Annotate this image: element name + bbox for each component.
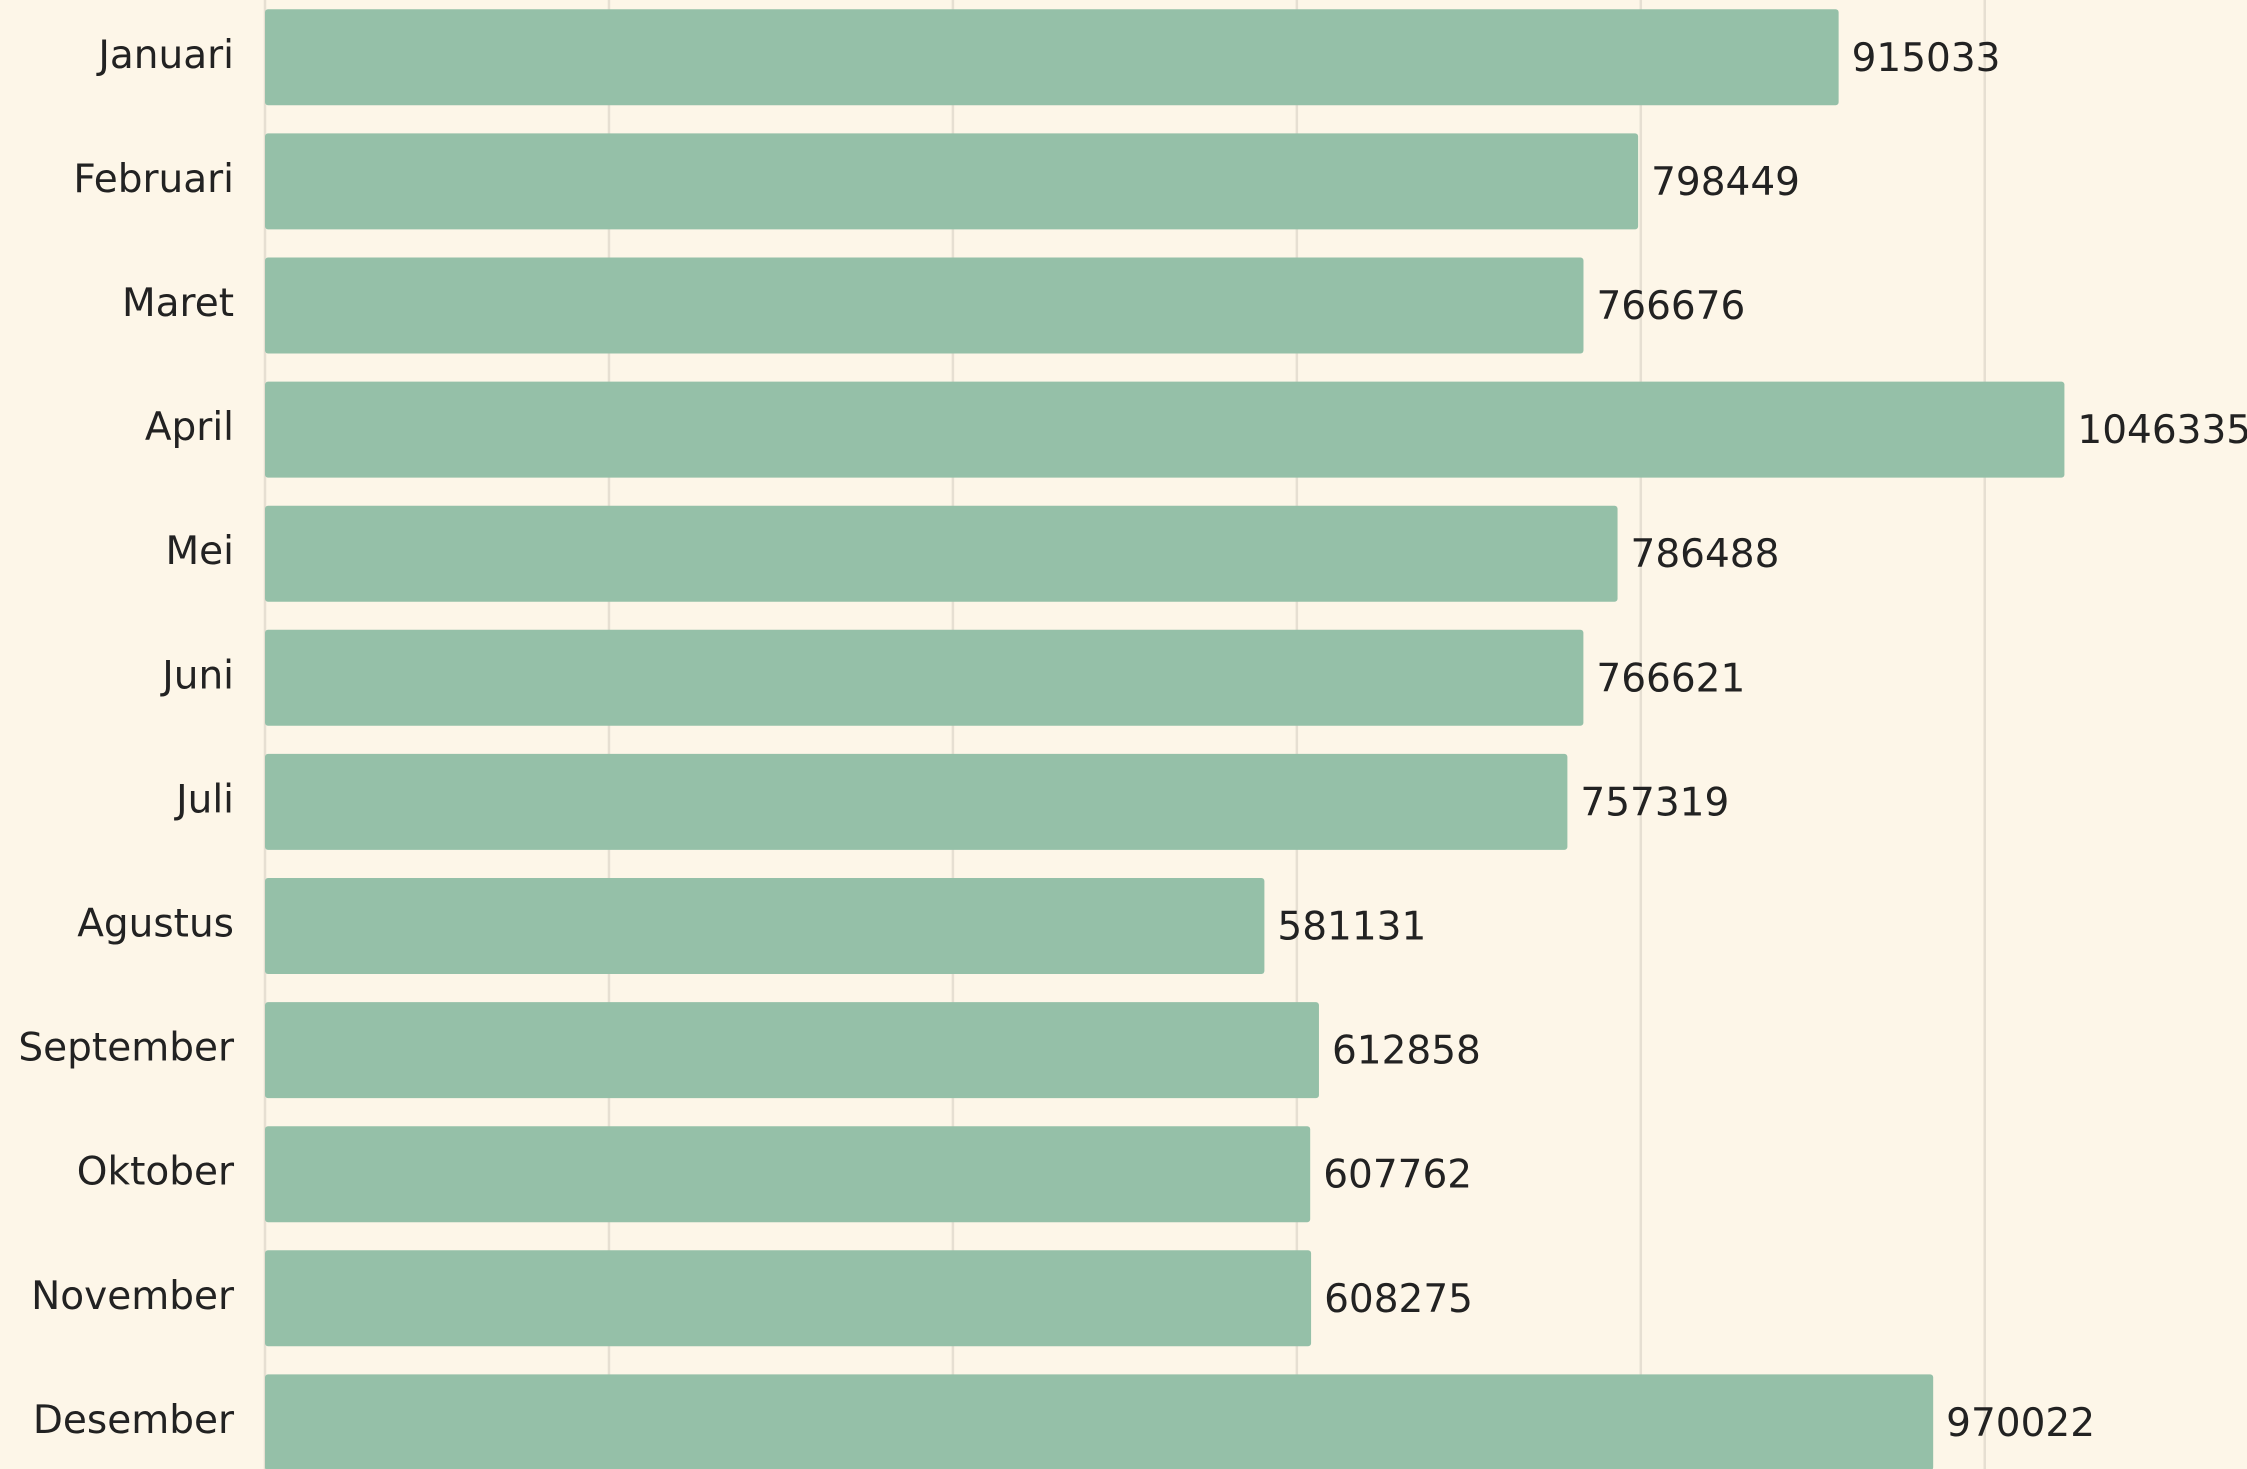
- bar: [265, 1374, 1934, 1469]
- bar: [265, 1126, 1311, 1223]
- y-tick-label: September: [18, 1026, 235, 1071]
- value-label: 607762: [1323, 1153, 1472, 1198]
- y-tick-label: Juli: [173, 777, 234, 822]
- bar: [265, 1250, 1312, 1347]
- value-label: 757319: [1580, 780, 1729, 825]
- bar: [265, 133, 1639, 230]
- bar: [265, 505, 1618, 602]
- value-label: 608275: [1324, 1277, 1473, 1322]
- y-tick-label: Juni: [159, 653, 234, 698]
- bar: [265, 9, 1839, 106]
- y-tick-label: Februari: [73, 157, 234, 202]
- value-label: 786488: [1631, 532, 1780, 577]
- bar: [265, 878, 1265, 974]
- value-label: 798449: [1651, 160, 1800, 205]
- value-label: 915033: [1852, 36, 2001, 81]
- bar: [265, 257, 1584, 354]
- y-tick-label: Januari: [95, 33, 234, 78]
- value-label: 612858: [1332, 1029, 1481, 1074]
- y-tick-label: Maret: [122, 281, 234, 326]
- y-tick-label: Agustus: [77, 902, 234, 947]
- bar: [265, 629, 1584, 726]
- y-tick-label: Desember: [33, 1398, 235, 1443]
- value-label: 970022: [1946, 1401, 2095, 1446]
- bar: [265, 753, 1568, 850]
- bar: [265, 1002, 1319, 1099]
- value-label: 581131: [1277, 905, 1426, 950]
- y-tick-label: April: [145, 405, 234, 450]
- value-label: 1046335: [2077, 408, 2247, 453]
- y-tick-label: November: [31, 1274, 235, 1319]
- y-tick-label: Oktober: [77, 1150, 235, 1195]
- bar: [265, 381, 2065, 478]
- value-label: 766621: [1596, 656, 1745, 701]
- y-tick-label: Mei: [166, 529, 234, 574]
- value-label: 766676: [1596, 284, 1745, 329]
